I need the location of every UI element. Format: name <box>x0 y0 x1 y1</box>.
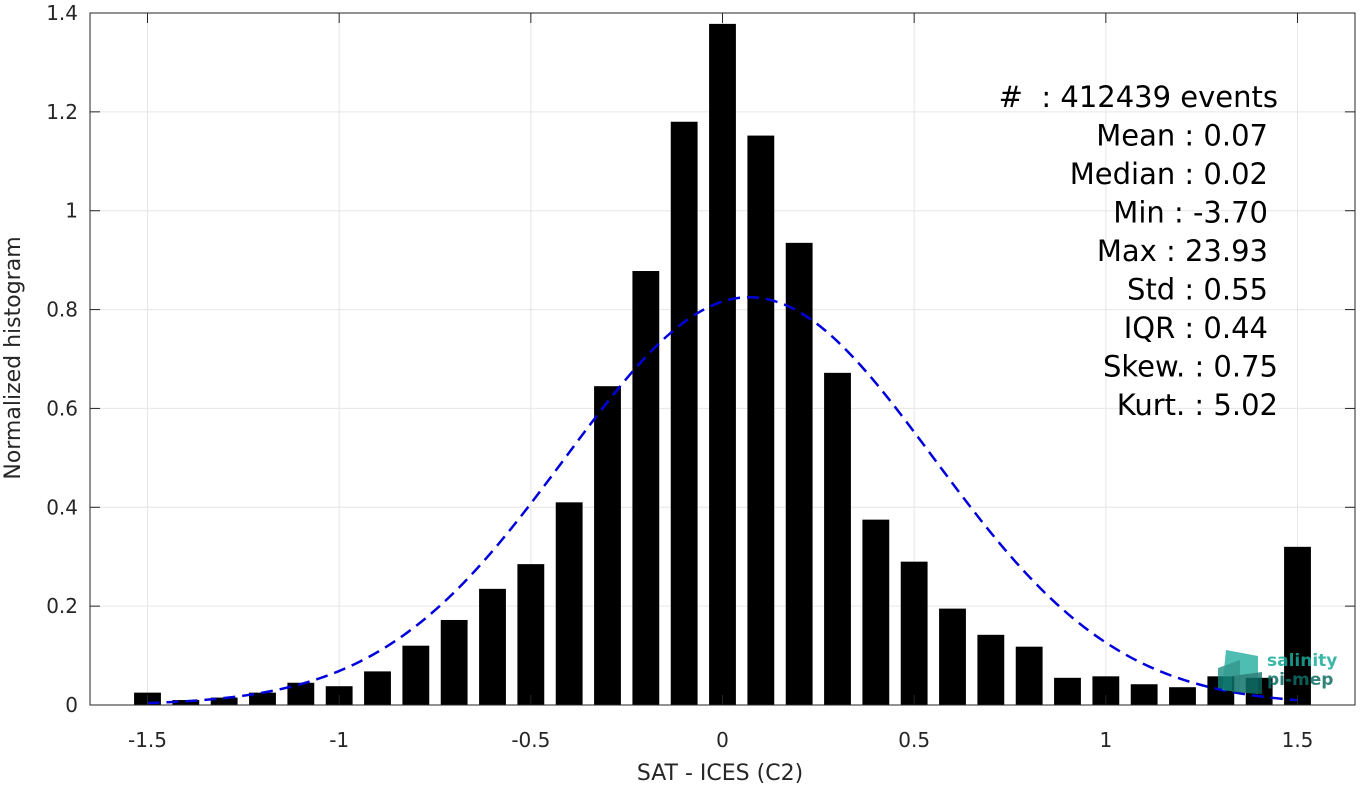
stat-line: # : 412439 events <box>999 80 1278 114</box>
x-tick-label: 1.5 <box>1282 728 1314 752</box>
stat-line: Skew. : 0.75 <box>1103 350 1278 384</box>
x-tick-label: -1 <box>329 728 349 752</box>
histogram-bar <box>939 608 966 705</box>
histogram-bar <box>862 519 890 705</box>
y-tick-label: 0 <box>65 693 78 717</box>
fit-curve <box>147 295 1298 705</box>
x-tick-label: 0.5 <box>898 728 930 752</box>
stat-line: Std : 0.55 <box>1127 273 1268 307</box>
stats-annotations: # : 412439 events Mean : 0.07 Median : 0.0… <box>999 80 1278 422</box>
stat-line: Min : -3.70 <box>1113 196 1268 230</box>
histogram-bar <box>555 502 583 705</box>
y-tick-label: 1.2 <box>46 100 78 124</box>
histogram-bar <box>402 645 430 705</box>
histogram-bar <box>594 386 621 705</box>
y-tick-label: 0.6 <box>46 396 78 420</box>
logo-line1: salinity <box>1267 651 1337 671</box>
y-tick-label: 0.2 <box>46 594 78 618</box>
stat-line: Max : 23.93 <box>1097 234 1268 268</box>
stat-line: Mean : 0.07 <box>1096 119 1268 153</box>
histogram-bar <box>172 700 200 705</box>
histogram-bar <box>440 619 468 705</box>
salinity-pimep-logo: salinity pi-mep <box>1218 650 1337 694</box>
x-tick-label: -0.5 <box>511 728 550 752</box>
x-axis-label: SAT - ICES (C2) <box>637 761 803 785</box>
y-tick-label: 0.8 <box>46 298 78 322</box>
logo-line2: pi-mep <box>1267 670 1333 690</box>
histogram-bar <box>785 242 813 706</box>
histogram-bar <box>517 564 545 705</box>
x-tick-label: -1.5 <box>128 728 167 752</box>
histogram-bar <box>364 671 391 705</box>
histogram-bar <box>1130 684 1158 705</box>
stat-line: Kurt. : 5.02 <box>1117 388 1278 422</box>
stat-line: IQR : 0.44 <box>1124 311 1268 345</box>
y-tick-label: 1 <box>65 199 78 223</box>
x-tick-label: 1 <box>1099 728 1112 752</box>
histogram-bar <box>249 692 276 705</box>
x-axis-ticks: -1.5 -1 -0.5 0 0.5 1 1.5 <box>128 13 1313 752</box>
histogram-bar <box>210 697 238 705</box>
histogram-bar <box>1169 687 1196 705</box>
histogram-bar <box>670 121 698 705</box>
salinity-pimep-logo-icon <box>1218 650 1262 694</box>
y-tick-label: 1.4 <box>46 1 78 25</box>
y-tick-label: 0.4 <box>46 495 78 519</box>
histogram-bar <box>900 561 928 705</box>
histogram-bar <box>1284 546 1311 705</box>
histogram-bar <box>479 588 506 705</box>
histogram-bar <box>824 372 851 705</box>
histogram-bar <box>632 271 660 705</box>
histogram-bar <box>287 682 315 705</box>
histogram-bar <box>977 634 1005 705</box>
histogram-bar <box>1015 646 1043 705</box>
y-axis-label: Normalized histogram <box>1 236 26 479</box>
histogram-bar <box>709 23 736 706</box>
x-tick-label: 0 <box>716 728 729 752</box>
y-axis-ticks: 0 0.2 0.4 0.6 0.8 1 1.2 1.4 <box>46 1 1355 717</box>
stat-line: Median : 0.02 <box>1070 157 1268 191</box>
bars <box>134 23 1311 706</box>
histogram-bar <box>747 135 775 705</box>
histogram-bar <box>1054 677 1081 705</box>
